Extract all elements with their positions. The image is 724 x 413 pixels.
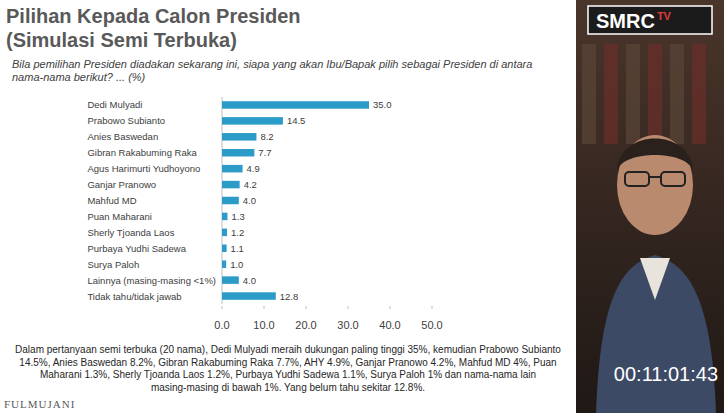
presenter-body bbox=[596, 255, 716, 413]
tick-mark bbox=[348, 306, 349, 309]
data-label: 1.1 bbox=[231, 243, 244, 254]
data-labels: 35.014.58.27.74.94.24.01.31.21.11.04.012… bbox=[230, 99, 391, 301]
category-label: Prabowo Subianto bbox=[87, 115, 165, 126]
category-labels: Dedi Mulyadi Prabowo Subianto Anies Baswed… bbox=[87, 99, 216, 301]
presenter-collar bbox=[640, 258, 670, 300]
data-label: 4.9 bbox=[247, 163, 260, 174]
tick-mark bbox=[432, 306, 433, 309]
data-label: 1.3 bbox=[231, 211, 244, 222]
shelf-book bbox=[626, 44, 640, 144]
data-label: 35.0 bbox=[373, 99, 392, 110]
subtitle: Bila pemilihan Presiden diadakan sekaran… bbox=[12, 58, 532, 83]
title-line: (Simulasi Semi Terbuka) bbox=[6, 29, 237, 51]
data-label: 12.8 bbox=[280, 291, 299, 302]
category-label: Sherly Tjoanda Laos bbox=[87, 227, 174, 238]
data-label: 4.0 bbox=[243, 275, 256, 286]
shelf-book bbox=[692, 44, 706, 144]
category-label: Tidak tahu/tidak jawab bbox=[87, 291, 181, 302]
data-label: 4.0 bbox=[243, 195, 256, 206]
data-label: 1.2 bbox=[231, 227, 244, 238]
shelf-book bbox=[582, 44, 596, 144]
category-label: Mahfud MD bbox=[87, 195, 136, 206]
bar bbox=[222, 292, 276, 300]
shelf-book bbox=[604, 44, 618, 144]
caption: Dalam pertanyaan semi terbuka (20 nama),… bbox=[15, 344, 561, 393]
logo: SMRC bbox=[596, 10, 655, 32]
tick-label: 40.0 bbox=[379, 319, 400, 331]
text-line: Dalam pertanyaan semi terbuka (20 nama),… bbox=[15, 344, 561, 355]
x-ticks: 0.0 10.0 20.0 30.0 40.0 50.0 bbox=[214, 306, 442, 331]
text-line: masing-masing di bawah 1%. Yang belum ta… bbox=[151, 382, 425, 393]
data-label: 1.0 bbox=[230, 259, 243, 270]
bar bbox=[222, 213, 227, 221]
bars bbox=[222, 101, 369, 300]
glasses bbox=[625, 172, 649, 186]
video-panel bbox=[576, 0, 724, 413]
bar bbox=[222, 117, 283, 125]
glasses bbox=[661, 172, 685, 186]
title: Pilihan Kepada Calon Presiden(Simulasi S… bbox=[6, 5, 301, 51]
tick-mark bbox=[264, 306, 265, 309]
category-label: Gibran Rakabuming Raka bbox=[87, 147, 197, 158]
data-label: 8.2 bbox=[260, 131, 273, 142]
stage: SMRCTV 00:11:01:43 Pilihan Kepada Calon Pr… bbox=[0, 0, 724, 413]
tick-label: 0.0 bbox=[214, 319, 229, 331]
bar bbox=[222, 260, 226, 268]
timestamp: 00:11:01:43 bbox=[614, 363, 718, 385]
title-line: Pilihan Kepada Calon Presiden bbox=[6, 5, 301, 27]
presenter-head bbox=[617, 135, 693, 235]
tick-label: 50.0 bbox=[421, 319, 442, 331]
text-line: 14.5%, Anies Baswedan 8.2%, Gibran Rakab… bbox=[19, 357, 556, 368]
footer: FULMUJANI bbox=[4, 398, 75, 410]
bar bbox=[222, 229, 227, 237]
data-label: 4.2 bbox=[244, 179, 257, 190]
tick-label: 30.0 bbox=[337, 319, 358, 331]
text-line: Bila pemilihan Presiden diadakan sekaran… bbox=[12, 58, 532, 70]
category-label: Anies Baswedan bbox=[87, 131, 158, 142]
bar bbox=[222, 133, 256, 141]
tick-label: 20.0 bbox=[295, 319, 316, 331]
text-line: Maharani 1.3%, Sherly Tjoanda Laos 1.2%,… bbox=[40, 369, 536, 380]
data-label: 7.7 bbox=[258, 147, 271, 158]
presenter-hair bbox=[617, 139, 693, 171]
bar bbox=[222, 165, 243, 173]
bar bbox=[222, 276, 239, 284]
slide-background bbox=[0, 0, 576, 413]
category-label: Agus Harimurti Yudhoyono bbox=[87, 163, 200, 174]
category-label: Purbaya Yudhi Sadewa bbox=[87, 243, 186, 254]
tick-mark bbox=[306, 306, 307, 309]
glasses bbox=[649, 176, 661, 178]
bar bbox=[222, 181, 240, 189]
category-label: Lainnya (masing-masing <1%) bbox=[87, 275, 216, 286]
logo-suffix: TV bbox=[657, 10, 672, 22]
category-label: Puan Maharani bbox=[87, 211, 151, 222]
data-label: 14.5 bbox=[287, 115, 306, 126]
text-line: nama-nama berikut? ... (%) bbox=[12, 71, 146, 83]
tick-mark bbox=[222, 306, 223, 309]
logo-box bbox=[588, 6, 712, 34]
bar bbox=[222, 245, 227, 253]
bar bbox=[222, 197, 239, 205]
bar bbox=[222, 149, 254, 157]
tick-label: 10.0 bbox=[253, 319, 274, 331]
bar bbox=[222, 101, 369, 109]
shelf-book bbox=[670, 44, 684, 144]
tick-mark bbox=[390, 306, 391, 309]
category-label: Dedi Mulyadi bbox=[87, 99, 142, 110]
category-label: Surya Paloh bbox=[87, 259, 139, 270]
category-label: Ganjar Pranowo bbox=[87, 179, 156, 190]
shelf-book bbox=[648, 44, 662, 144]
